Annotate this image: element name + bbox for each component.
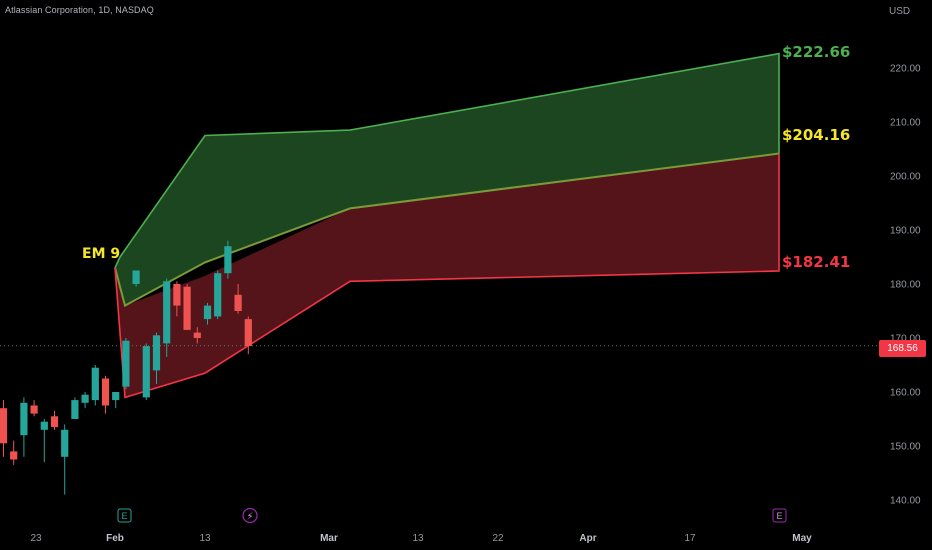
candle-body (235, 295, 242, 311)
y-tick-label: 140.00 (890, 496, 921, 507)
candle (245, 316, 252, 354)
candle (71, 397, 78, 419)
upper-target-label: $222.66 (782, 43, 850, 61)
y-tick-label: 200.00 (890, 172, 921, 183)
earnings-early-marker[interactable]: E (118, 509, 131, 522)
candle-body (173, 284, 180, 306)
candle (112, 392, 119, 408)
candle-body (214, 273, 221, 316)
mid-target-label: $204.16 (782, 126, 850, 144)
earnings-late-icon: E (776, 511, 782, 521)
x-tick-label: 13 (199, 533, 211, 544)
x-tick-label: 23 (30, 533, 42, 544)
x-tick-label: 17 (684, 533, 696, 544)
candle-body (194, 333, 201, 338)
candle-body (102, 379, 109, 406)
candle-body (153, 335, 160, 370)
candle-body (112, 392, 119, 400)
candle (184, 284, 191, 330)
candle-body (71, 400, 78, 419)
y-axis: 140.00150.00160.00170.00180.00190.00200.… (890, 64, 921, 507)
em-label: EM 9 (82, 246, 120, 262)
candle (102, 376, 109, 414)
current-price-tag: 168.56 (879, 340, 926, 357)
candle (92, 365, 99, 406)
candle (214, 271, 221, 320)
x-tick-label: Mar (320, 533, 338, 544)
candle-body (0, 408, 7, 443)
x-axis: 23 Feb 13 Mar 13 22 Apr 17 May (30, 533, 812, 544)
x-tick-label: Feb (106, 533, 124, 544)
y-tick-label: 180.00 (890, 280, 921, 291)
candle (41, 419, 48, 462)
x-tick-label: 13 (412, 533, 424, 544)
lightning-icon: ⚡ (246, 512, 253, 523)
candle (61, 424, 68, 494)
candle-body (41, 422, 48, 430)
y-tick-label: 190.00 (890, 226, 921, 237)
candle-body (163, 281, 170, 343)
candle-body (122, 341, 129, 387)
candle-body (51, 416, 58, 427)
candle-body (20, 403, 27, 435)
expected-move-bands (115, 54, 779, 398)
dividend-marker[interactable]: ⚡ (243, 509, 257, 523)
candle (31, 400, 38, 416)
x-tick-label: May (792, 533, 812, 544)
candle (82, 392, 89, 408)
earnings-late-marker[interactable]: E (773, 509, 786, 522)
y-tick-label: 150.00 (890, 442, 921, 453)
candle (20, 397, 27, 456)
candle (10, 441, 17, 465)
candle-body (133, 271, 140, 285)
candle-body (92, 368, 99, 400)
candle (51, 411, 58, 430)
earnings-early-icon: E (121, 511, 127, 521)
candle-body (184, 287, 191, 330)
lower-target-label: $182.41 (782, 253, 850, 271)
y-tick-label: 220.00 (890, 64, 921, 75)
candle (0, 400, 7, 457)
candle-body (82, 395, 89, 403)
y-tick-label: 210.00 (890, 118, 921, 129)
candle (143, 343, 150, 400)
candle-body (31, 406, 38, 414)
x-tick-label: 22 (492, 533, 504, 544)
y-tick-label: 160.00 (890, 388, 921, 399)
candle (122, 338, 129, 389)
candle (224, 241, 231, 279)
candle-body (143, 346, 150, 397)
candle-body (10, 451, 17, 459)
candle-body (224, 246, 231, 273)
candle-body (204, 306, 211, 320)
candle-body (61, 430, 68, 457)
x-tick-label: Apr (579, 533, 596, 544)
candle-body (245, 319, 252, 346)
